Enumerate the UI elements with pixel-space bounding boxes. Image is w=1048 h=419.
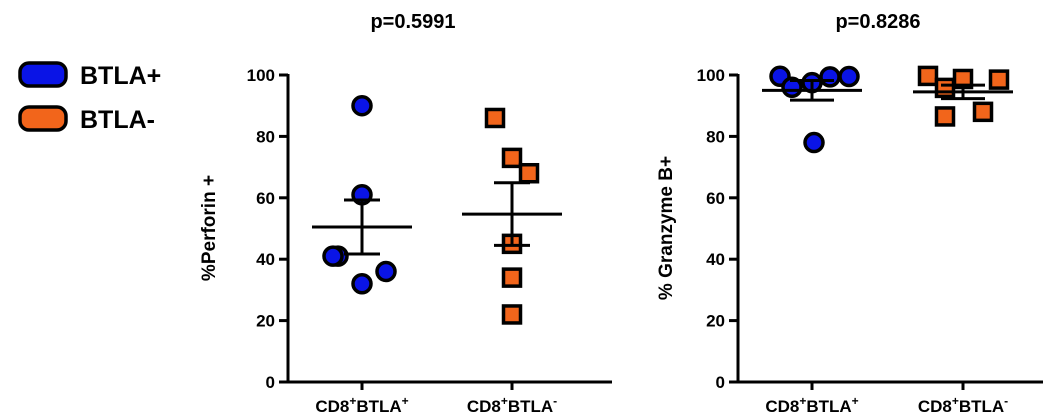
y-tick-label: 20 [706,312,725,331]
data-point [501,304,523,325]
data-point [819,66,841,88]
data-point [322,245,344,267]
series-btla-pos [762,65,862,154]
chart-title: p=0.8286 [835,11,920,33]
y-axis-label: % Granzyme B+ [656,156,677,300]
data-point [972,101,994,123]
y-tick-label: 0 [266,373,275,392]
legend-label-btla-pos: BTLA+ [80,62,161,90]
data-point [501,267,523,288]
x-tick-label: CD8+BTLA+ [315,394,408,416]
y-tick-label: 40 [256,250,275,269]
y-tick-label: 100 [247,66,275,85]
y-tick-label: 0 [716,373,725,392]
data-point [351,94,373,117]
y-tick-label: 80 [706,127,725,146]
legend-label-btla-neg: BTLA- [80,106,155,134]
data-point [375,260,397,283]
chart-perforin: p=0.5991 %Perforin + 0 20 40 60 80 100 CD8+BT… [199,11,612,416]
data-point [988,69,1010,90]
y-tick-label: 60 [256,189,275,208]
y-tick-label: 40 [706,250,725,269]
data-point [803,131,825,154]
y-tick-label: 100 [697,66,725,85]
y-tick-label: 20 [256,312,275,331]
data-point [351,273,373,295]
x-tick-label: CD8+BTLA- [918,394,1008,416]
y-axis-label: %Perforin + [199,175,220,281]
chart-title: p=0.5991 [370,11,455,33]
y-tick-label: 60 [706,189,725,208]
data-point [501,147,523,169]
chart-granzyme: p=0.8286 % Granzyme B+ 0 20 40 60 80 100 CD8+… [656,11,1043,416]
data-point [934,77,956,99]
series-btla-neg [462,107,562,325]
x-tick-label: CD8+BTLA- [467,394,557,416]
y-tick-label: 80 [256,127,275,146]
data-point [484,107,506,129]
data-point [518,162,540,184]
series-btla-pos [312,94,412,295]
legend-swatch-btla-pos [18,61,68,88]
data-point [934,106,956,127]
legend-swatch-btla-neg [18,105,68,132]
legend: BTLA+ BTLA- [18,61,161,134]
data-point [917,65,939,87]
data-point [838,65,860,88]
series-btla-neg [913,65,1013,127]
x-tick-label: CD8+BTLA+ [765,394,858,416]
